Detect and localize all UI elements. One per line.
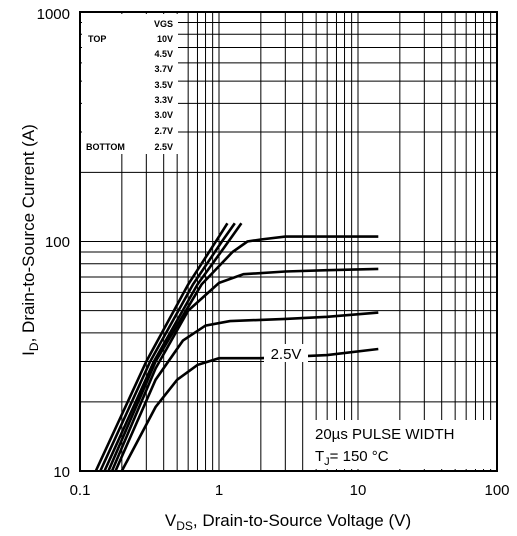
x-tick-label: 1 <box>215 482 223 499</box>
annotation-background <box>309 420 495 469</box>
grid <box>80 12 497 471</box>
legend-entry: 4.5V <box>154 49 173 59</box>
legend-bottom-label: BOTTOM <box>86 142 125 152</box>
x-tick-label: 10 <box>350 482 367 499</box>
legend-header: VGS <box>154 19 173 29</box>
series-line-5 <box>110 267 379 472</box>
series-line-3 <box>103 222 243 472</box>
curve-label-background <box>264 344 308 362</box>
x-axis-title-rest: , Drain-to-Source Voltage (V) <box>193 511 411 530</box>
legend-top-label: TOP <box>88 34 106 44</box>
series-line-2 <box>99 222 236 472</box>
y-axis-title: ID, Drain-to-Source Current (A) <box>19 124 41 356</box>
tj-rest: = 150 °C <box>330 448 389 465</box>
legend: VGS TOP BOTTOM 10V 4.5V 3.7V 3.5V 3.3V 3… <box>82 14 178 154</box>
legend-entry: 10V <box>157 34 173 44</box>
curve-label: 2.5V <box>271 346 302 363</box>
y-axis-title-sub: D <box>27 342 41 351</box>
series-line-4 <box>107 235 379 472</box>
tj-main: T <box>315 448 324 465</box>
y-tick-label: 1000 <box>37 6 70 23</box>
pulse-width-note: 20µs PULSE WIDTH <box>315 426 455 443</box>
x-tick-label: 100 <box>484 482 509 499</box>
x-axis-title-sub: DS <box>176 519 193 533</box>
plot-frame <box>79 11 498 472</box>
x-axis-title-main: V <box>165 511 177 530</box>
series-line-7 <box>120 347 379 472</box>
curves <box>94 222 379 472</box>
series-line-6 <box>114 311 379 472</box>
legend-entry: 2.7V <box>154 126 173 136</box>
y-axis-title-rest: , Drain-to-Source Current (A) <box>19 124 38 342</box>
legend-entry: 3.7V <box>154 64 173 74</box>
legend-background <box>82 14 178 154</box>
x-axis-title: VDS, Drain-to-Source Voltage (V) <box>165 511 411 533</box>
legend-entry: 3.0V <box>154 110 173 120</box>
y-axis-title-main: I <box>19 351 38 356</box>
junction-temperature-note: TJ= 150 °C <box>315 448 389 468</box>
y-tick-label: 10 <box>53 464 70 481</box>
series-line-1 <box>94 222 229 472</box>
legend-entry: 3.5V <box>154 80 173 90</box>
legend-entry: 2.5V <box>154 142 173 152</box>
y-tick-label: 100 <box>45 234 70 251</box>
x-tick-label: 0.1 <box>70 482 91 499</box>
tj-sub: J <box>324 456 330 468</box>
legend-entry: 3.3V <box>154 95 173 105</box>
